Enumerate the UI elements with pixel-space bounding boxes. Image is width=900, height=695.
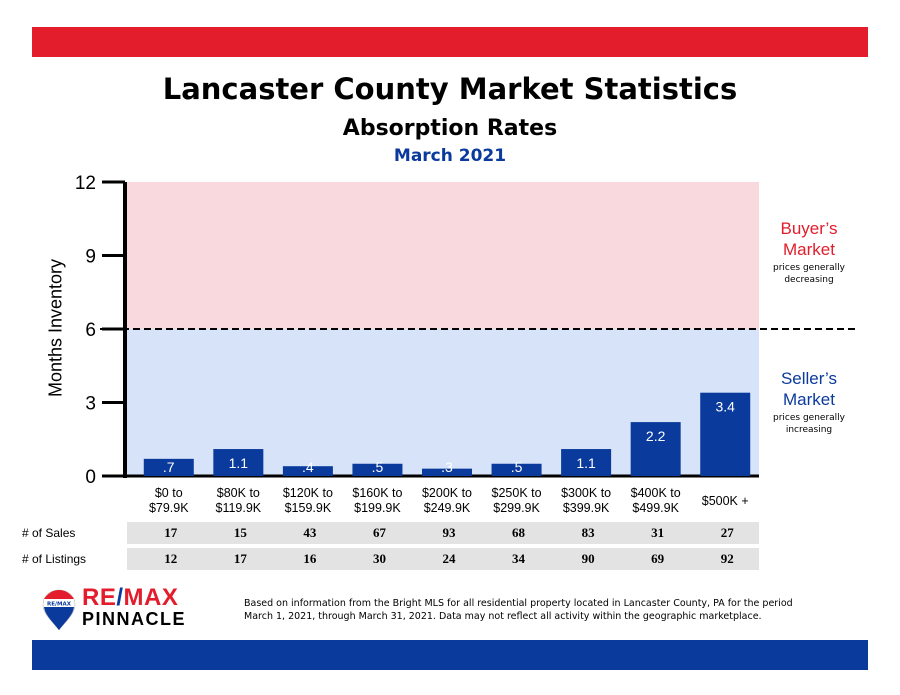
buyer-market-note-2: decreasing [784,275,834,285]
listings-cell: 30 [372,551,386,566]
buyer-market-title-2: Market [783,240,835,259]
sales-cell: 68 [512,525,526,540]
bar-data-label: .3 [441,459,453,475]
sales-cell: 83 [581,525,595,540]
x-tick-label: $79.9K [149,501,189,515]
bar [561,449,612,476]
logo-office: PINNACLE [82,609,187,629]
sales-cell: 17 [164,525,178,540]
listings-cell: 34 [512,551,526,566]
listings-cell: 90 [581,551,595,566]
sales-cell: 31 [651,525,665,540]
sales-cell: 93 [442,525,456,540]
x-tick-label: $399.9K [563,501,610,515]
bar-data-label: 3.4 [715,399,735,415]
bar-data-label: .4 [302,459,314,475]
source-footnote: Based on information from the Bright MLS… [244,597,864,623]
footnote-line-1: Based on information from the Bright MLS… [244,598,793,609]
sales-row-label: # of Sales [22,526,76,540]
x-tick-label: $500K + [702,494,749,508]
seller-market-label: Seller’s Market prices generally increas… [754,368,864,436]
listings-row-label: # of Listings [22,552,87,566]
listings-cell: 92 [720,551,734,566]
page-title: Lancaster County Market Statistics [162,72,738,106]
balloon-icon: RE/MAX [42,589,76,631]
logo-brand-left: RE [82,584,117,611]
listings-cell: 24 [442,551,456,566]
x-tick-label: $249.9K [424,501,471,515]
x-tick-label: $159.9K [285,501,332,515]
x-tick-label: $80K to [217,486,260,500]
x-tick-label: $160K to [352,486,402,500]
bar-data-label: .5 [511,459,523,475]
top-brand-bar [32,27,868,57]
sales-cell: 15 [233,525,247,540]
seller-market-title-2: Market [783,390,835,409]
bar [700,392,751,476]
bar-data-label: 1.1 [576,455,596,471]
listings-cell: 17 [233,551,247,566]
bar-data-label: 2.2 [646,428,666,444]
y-tick-label: 9 [85,247,96,268]
x-tick-label: $499.9K [632,501,679,515]
seller-market-note: prices generally increasing [754,412,864,436]
listings-row: 12 17 16 30 24 34 90 69 92 [127,548,759,570]
bar [213,449,264,476]
sales-cell: 43 [303,525,317,540]
logo-brand-right: MAX [123,584,179,611]
y-tick-label: 6 [85,320,96,341]
x-tick-label: $120K to [283,486,333,500]
buyer-market-title-1: Buyer’s [780,219,838,238]
logo-brand-slash: / [116,584,124,611]
x-tick-label: $200K to [422,486,472,500]
remax-logo: RE/MAX RE/MAX PINNACLE [42,584,232,634]
period-label: March 2021 [393,146,507,166]
seller-market-note-2: increasing [785,425,833,435]
balloon-badge-text: RE/MAX [47,602,72,608]
bar [352,463,403,476]
bar [282,466,333,476]
x-tick-label: $0 to [155,486,183,500]
buyer-zone [125,182,759,329]
bar-data-label: .7 [163,459,175,475]
sales-cell: 67 [372,525,386,540]
y-axis-label: Months Inventory [45,258,66,398]
sales-cell: 27 [720,525,734,540]
bottom-brand-bar [32,640,868,670]
y-tick-label: 3 [85,394,96,415]
y-tick-label: 12 [75,173,96,194]
bar [143,458,194,476]
page-subtitle: Absorption Rates [342,116,558,141]
x-tick-label: $299.9K [493,501,540,515]
footnote-line-2: March 1, 2021, through March 31, 2021. D… [244,611,762,622]
buyer-market-note-1: prices generally [773,263,845,273]
bar-data-label: .5 [372,459,384,475]
bar [630,422,681,476]
x-tick-label: $400K to [631,486,681,500]
x-tick-label: $300K to [561,486,611,500]
x-tick-label: $119.9K [216,501,262,515]
x-tick-label: $250K to [492,486,542,500]
seller-market-title-1: Seller’s [780,369,838,388]
listings-cell: 16 [303,551,317,566]
seller-market-note-1: prices generally [773,413,845,423]
listings-cell: 69 [651,551,665,566]
listings-cell: 12 [164,551,178,566]
buyer-market-label: Buyer’s Market prices generally decreasi… [754,218,864,286]
bar [422,468,472,476]
bar-data-label: 1.1 [229,455,249,471]
buyer-market-note: prices generally decreasing [754,262,864,286]
logo-brand: RE/MAX [82,584,178,612]
y-tick-label: 0 [85,467,96,488]
sales-row: 17 15 43 67 93 68 83 31 27 [127,522,759,544]
x-tick-label: $199.9K [354,501,401,515]
bar [491,463,542,476]
